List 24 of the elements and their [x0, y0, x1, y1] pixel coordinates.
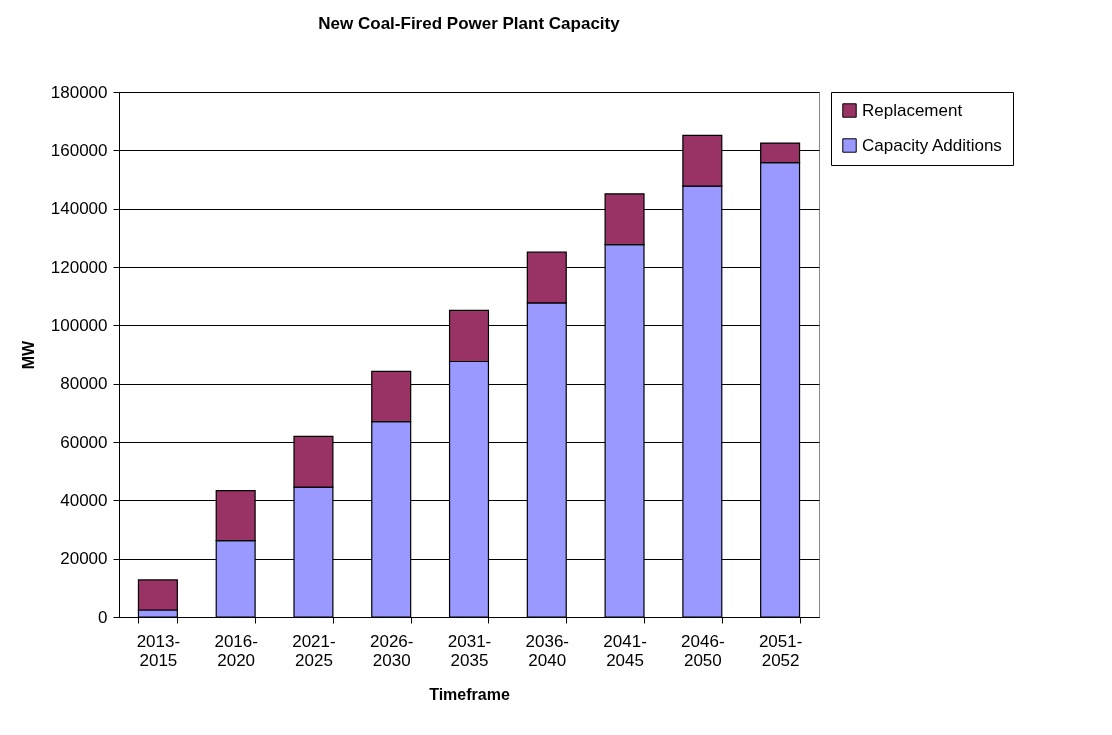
y-tick-label: 100000 — [50, 315, 108, 335]
y-tick-label: 80000 — [60, 374, 108, 394]
x-tick-label: 2021-2025 — [292, 631, 336, 670]
x-tick-label: 2051-2052 — [758, 631, 803, 670]
legend-label: Replacement — [862, 100, 963, 120]
y-tick-label: 20000 — [60, 549, 108, 569]
y-axis-title: MW — [19, 339, 37, 370]
x-tick-label: 2036-2040 — [525, 631, 570, 670]
y-tick-label: 160000 — [50, 140, 108, 160]
y-tick-label: 180000 — [50, 82, 108, 102]
x-tick-label: 2031-2035 — [447, 631, 492, 670]
y-tick-label: 60000 — [60, 432, 108, 452]
x-tick-label: 2013-2015 — [136, 631, 181, 670]
y-tick-label: 40000 — [60, 490, 108, 510]
y-tick-label: 0 — [98, 607, 108, 627]
x-tick-label: 2026-2030 — [369, 631, 414, 670]
chart-title: New Coal-Fired Power Plant Capacity — [318, 14, 621, 33]
x-tick-label: 2016-2020 — [214, 631, 258, 670]
legend-label: Capacity Additions — [862, 135, 1002, 155]
y-tick-label: 140000 — [50, 199, 108, 219]
x-tick-label: 2046-2050 — [681, 631, 725, 670]
x-axis-title: Timeframe — [429, 685, 510, 703]
y-tick-label: 120000 — [50, 257, 108, 277]
x-tick-label: 2041-2045 — [603, 631, 647, 670]
